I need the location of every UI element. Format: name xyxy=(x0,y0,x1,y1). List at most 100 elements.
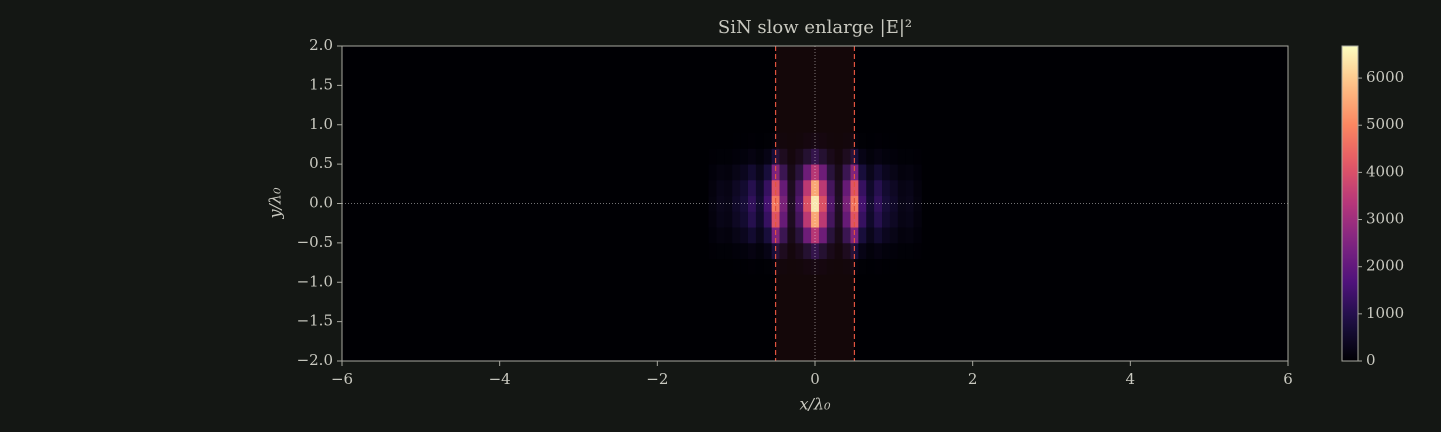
heatmap-cell xyxy=(818,227,828,244)
heatmap-cell xyxy=(897,242,907,260)
heatmap-cell xyxy=(858,258,867,275)
heatmap-cell xyxy=(803,242,812,260)
heatmap-cell xyxy=(874,242,883,260)
heatmap-cell xyxy=(858,179,867,197)
heatmap-cell xyxy=(740,211,749,228)
heatmap-cell xyxy=(755,132,765,149)
heatmap-cell xyxy=(889,164,899,181)
heatmap-cell xyxy=(771,164,780,181)
colorbar-tick-label: 6000 xyxy=(1366,68,1404,86)
heatmap-cell xyxy=(795,258,804,275)
y-axis-label: y/λ₀ xyxy=(266,187,285,220)
heatmap-cell xyxy=(882,242,891,260)
heatmap-cell xyxy=(826,148,836,165)
heatmap-cell xyxy=(740,164,749,181)
heatmap-cell xyxy=(834,227,843,244)
heatmap-cell xyxy=(818,132,828,149)
heatmap-cell xyxy=(740,132,749,149)
heatmap-cell xyxy=(724,195,733,212)
heatmap-cell xyxy=(724,164,733,181)
heatmap-cell xyxy=(866,211,875,228)
heatmap-cell xyxy=(842,179,851,197)
heatmap-cell xyxy=(882,227,891,244)
heatmap-cell xyxy=(818,195,828,212)
heatmap-cell xyxy=(811,227,820,244)
x-axis-label: x/λ₀ xyxy=(800,395,832,414)
heatmap-cell xyxy=(755,195,765,212)
heatmap-cell xyxy=(850,179,859,197)
heatmap-cell xyxy=(803,211,812,228)
heatmap-cell xyxy=(787,148,796,165)
heatmap-cell xyxy=(811,148,820,165)
heatmap-cell xyxy=(795,211,804,228)
heatmap-cell xyxy=(882,195,891,212)
heatmap-cell xyxy=(763,132,773,149)
heatmap-cell xyxy=(897,195,907,212)
shaded-region xyxy=(775,46,855,361)
heatmap-cell xyxy=(858,242,867,260)
heatmap-cell xyxy=(787,227,796,244)
heatmap-cell xyxy=(755,179,765,197)
heatmap-cell xyxy=(905,195,914,212)
heatmap-cell xyxy=(834,242,843,260)
heatmap-cell xyxy=(913,148,922,165)
heatmap-cell xyxy=(732,242,741,260)
heatmap-cell xyxy=(747,227,757,244)
heatmap-cell xyxy=(755,148,765,165)
heatmap-cell xyxy=(889,258,899,275)
heatmap-cell xyxy=(874,195,883,212)
heatmap-cell xyxy=(897,211,907,228)
heatmap-cell xyxy=(763,195,773,212)
colorbar-tick-label: 1000 xyxy=(1366,304,1404,322)
heatmap-cell xyxy=(826,179,836,197)
heatmap-cell xyxy=(913,227,922,244)
heatmap-cell xyxy=(755,242,765,260)
heatmap-cell xyxy=(905,164,914,181)
heatmap-cell xyxy=(732,179,741,197)
heatmap-cell xyxy=(850,132,859,149)
heatmap-cell xyxy=(811,211,820,228)
heatmap-cell xyxy=(732,258,741,275)
heatmap-cell xyxy=(889,179,899,197)
heatmap-cell xyxy=(858,164,867,181)
heatmap-cell xyxy=(874,227,883,244)
heatmap-cell xyxy=(834,132,843,149)
heatmap-cell xyxy=(882,179,891,197)
heatmap-cell xyxy=(771,179,780,197)
x-tick-label: −4 xyxy=(489,370,511,388)
heatmap-cell xyxy=(708,258,717,275)
heatmap-cell xyxy=(874,148,883,165)
heatmap-cell xyxy=(779,242,788,260)
heatmap-cell xyxy=(913,258,922,275)
heatmap-cell xyxy=(771,211,780,228)
heatmap-cell xyxy=(866,179,875,197)
heatmap-cell xyxy=(905,211,914,228)
heatmap-cell xyxy=(858,195,867,212)
heatmap-cell xyxy=(882,148,891,165)
heatmap-cell xyxy=(889,227,899,244)
heatmap-cell xyxy=(755,227,765,244)
heatmap-cell xyxy=(811,132,820,149)
heatmap-cell xyxy=(905,148,914,165)
heatmap-cell xyxy=(716,148,725,165)
heatmap-cell xyxy=(905,132,914,149)
heatmap-cell xyxy=(913,195,922,212)
heatmap-cell xyxy=(834,148,843,165)
heatmap-cell xyxy=(842,211,851,228)
heatmap-cell xyxy=(732,132,741,149)
y-tick-label: 0.0 xyxy=(309,194,333,212)
heatmap-cell xyxy=(882,132,891,149)
x-tick-label: −6 xyxy=(331,370,353,388)
heatmap-cell xyxy=(740,179,749,197)
heatmap-cell xyxy=(842,132,851,149)
heatmap-cell xyxy=(905,242,914,260)
heatmap-cell xyxy=(834,258,843,275)
heatmap-cell xyxy=(763,211,773,228)
heatmap-cell xyxy=(787,195,796,212)
heatmap-cell xyxy=(779,132,788,149)
heatmap-cell xyxy=(763,179,773,197)
heatmap-cell xyxy=(858,227,867,244)
heatmap-cell xyxy=(842,148,851,165)
heatmap-cell xyxy=(866,148,875,165)
